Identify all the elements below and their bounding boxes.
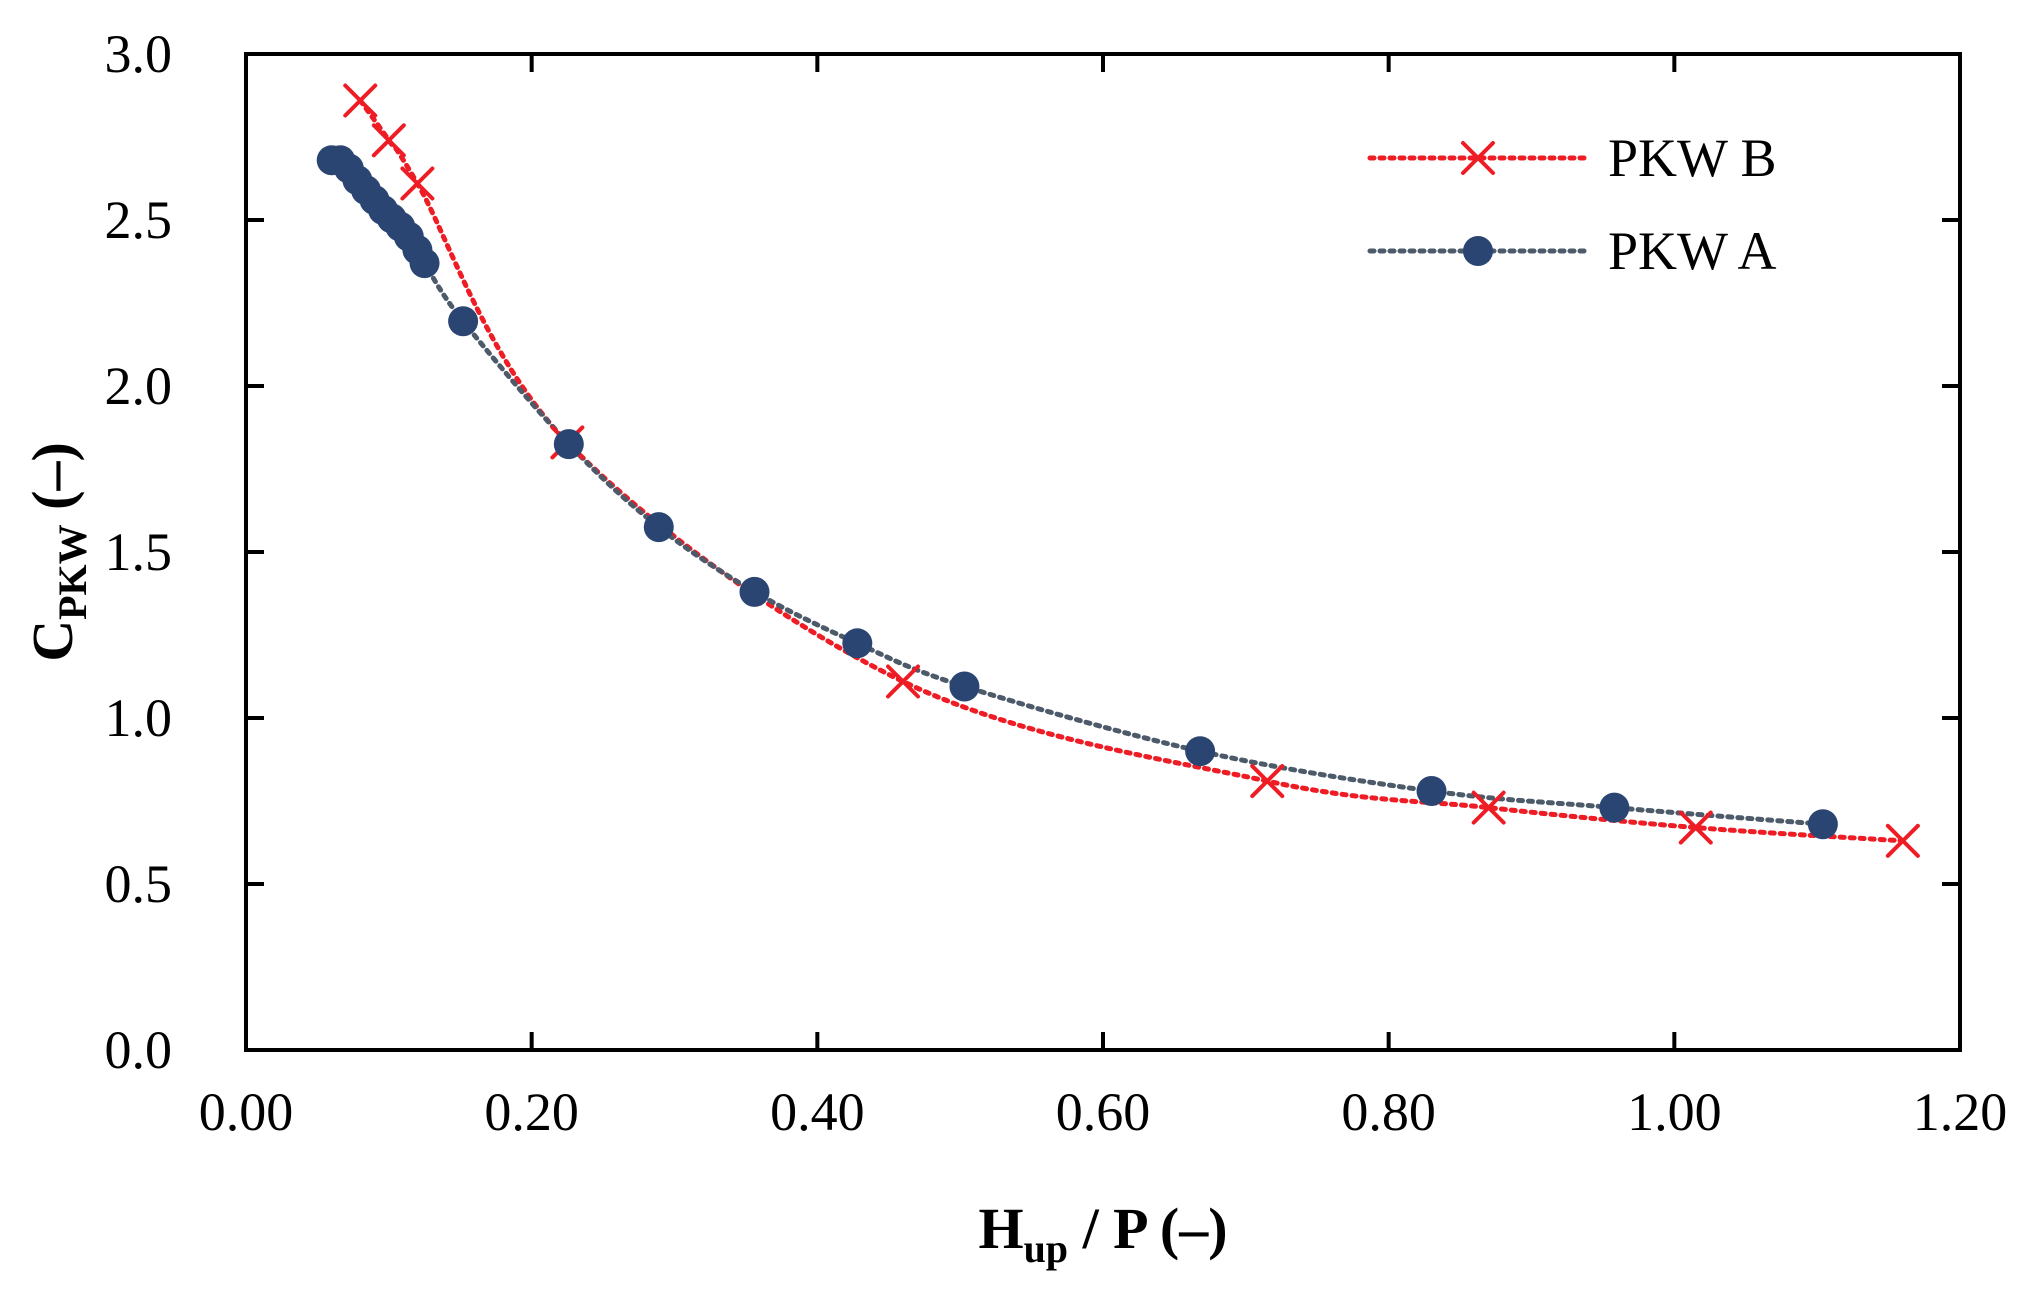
data-point-pkw-b-6-stroke-b [1471,790,1506,825]
x-axis-title-rest: / P (–) [1068,1196,1227,1261]
y-axis-title-rest: (–) [20,442,85,524]
x-axis-title-subscript: up [1024,1226,1069,1271]
y-tick-label-4: 2.0 [105,356,173,416]
data-point-pkw-b-7 [1678,810,1713,845]
legend-symbol-pkw-b [1461,141,1495,175]
x-tick-label-3: 0.60 [1056,1082,1151,1142]
y-tick-label-0: 0.0 [105,1020,173,1080]
y-axis-title: CPKW (–) [20,442,95,662]
x-tick-label-4: 0.80 [1341,1082,1436,1142]
legend-symbol-pkw-b-stroke-b [1461,141,1495,175]
data-point-pkw-b-5-stroke-b [1250,764,1285,799]
y-axis-title-subscript: PKW [50,524,95,620]
data-point-pkw-a-18 [1185,736,1216,767]
data-point-pkw-a-12 [448,306,479,337]
x-tick-label-6: 1.20 [1913,1082,2008,1142]
x-tick-label-5: 1.00 [1627,1082,1722,1142]
data-point-pkw-b-2-stroke-b [400,166,435,201]
series-markers-pkw-a [316,145,1838,840]
x-axis-title: Hup / P (–) [978,1196,1227,1271]
y-tick-label-2: 1.0 [105,688,173,748]
plot-frame [244,52,1962,1052]
x-axis-title-main: H [978,1196,1023,1261]
data-point-pkw-b-0 [343,83,378,118]
y-tick-label-1: 0.5 [105,854,173,914]
legend-label-pkw-b: PKW B [1608,128,1777,188]
legend-symbol-pkw-a [1463,236,1493,266]
data-point-pkw-a-16 [842,628,873,659]
data-point-pkw-b-1-stroke-b [371,123,406,158]
data-point-pkw-a-13 [553,429,584,460]
series-lines-layer [329,97,1906,844]
data-point-pkw-b-7-stroke-b [1678,810,1713,845]
data-point-pkw-b-8-stroke-b [1885,823,1920,858]
data-point-pkw-b-5 [1250,764,1285,799]
data-point-pkw-a-17 [949,671,980,702]
y-tick-label-5: 2.5 [105,190,173,250]
data-point-pkw-b-4-stroke-b [886,664,921,699]
data-point-pkw-a-19 [1416,776,1447,807]
data-point-pkw-a-14 [643,512,674,543]
series-line-pkw-a [329,157,1826,827]
series-markers-pkw-b [343,83,1920,858]
x-tick-label-1: 0.20 [484,1082,579,1142]
data-point-pkw-a-15 [739,576,770,607]
series-markers-layer [316,83,1920,858]
data-point-pkw-b-0-stroke-b [343,83,378,118]
legend-marker-pkw-a [1463,236,1493,266]
axes-layer [244,52,1962,1052]
data-point-pkw-b-4 [886,664,921,699]
legend-marker-pkw-b [1461,141,1495,175]
data-point-pkw-b-2 [400,166,435,201]
y-axis-title-main: C [20,620,85,662]
data-point-pkw-a-20 [1599,792,1630,823]
data-point-pkw-b-1 [371,123,406,158]
x-tick-label-0: 0.00 [199,1082,294,1142]
data-point-pkw-a-11 [409,248,440,279]
y-tick-label-3: 1.5 [105,522,173,582]
y-tick-label-6: 3.0 [105,24,173,84]
legend: PKW B PKW A [1367,128,1777,281]
data-point-pkw-b-8 [1885,823,1920,858]
ticks-layer: 0.00 0.20 0.40 0.60 0.80 1.00 1.20 0.0 0.5 1.0 1.5… [105,24,2008,1142]
legend-label-pkw-a: PKW A [1608,221,1777,281]
data-point-pkw-a-21 [1807,809,1838,840]
x-tick-label-2: 0.40 [770,1082,865,1142]
data-point-pkw-b-6 [1471,790,1506,825]
